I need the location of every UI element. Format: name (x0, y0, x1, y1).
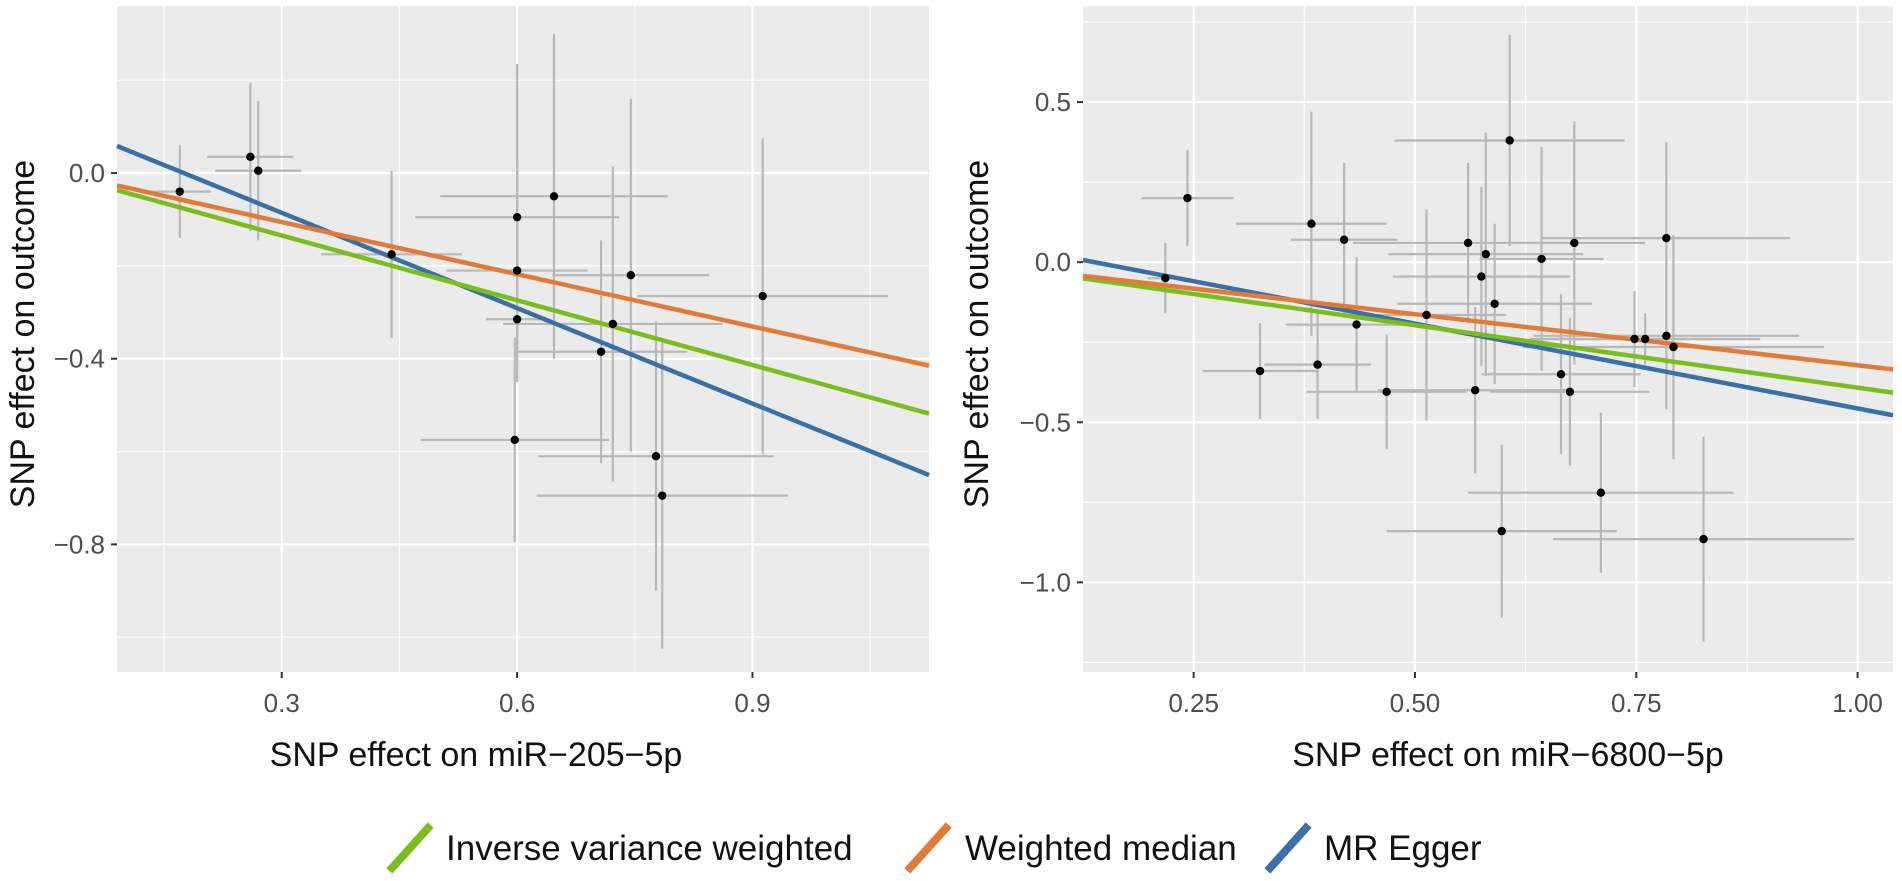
y-axis-title: SNP effect on outcome (958, 160, 996, 508)
data-point (651, 451, 661, 461)
legend-label-mr-egger: MR Egger (1324, 829, 1482, 868)
x-tick-label: 0.9 (734, 688, 770, 718)
legend-item-ivw: Inverse variance weighted (386, 822, 853, 874)
y-tick-label: 0.0 (69, 158, 105, 188)
data-point (549, 192, 559, 201)
x-tick-label: 1.00 (1832, 688, 1883, 718)
data-point (1662, 331, 1671, 340)
data-point (1352, 320, 1361, 329)
data-point (1669, 342, 1678, 352)
y-tick-label: −1.0 (1020, 567, 1071, 597)
x-axis-title: SNP effect on miR−6800−5p (1292, 736, 1724, 774)
data-point (1307, 219, 1316, 228)
data-point (1505, 136, 1514, 145)
x-tick-label: 0.75 (1611, 688, 1662, 718)
legend-item-weighted-median: Weighted median (904, 822, 1237, 874)
legend-key-mr-egger (1264, 822, 1312, 874)
data-point (1183, 193, 1192, 203)
x-tick-label: 0.50 (1390, 688, 1441, 718)
data-point (1497, 526, 1506, 536)
data-point (626, 270, 636, 280)
x-tick-label: 0.6 (499, 688, 535, 718)
data-point (1422, 310, 1431, 320)
data-point (1640, 334, 1650, 344)
panel-mir-205-5p: SNP effect on miR−205−5p SNP effect on o… (4, 6, 930, 774)
x-tick-label: 0.3 (264, 688, 300, 718)
data-point (510, 435, 519, 445)
x-axis-title: SNP effect on miR−205−5p (270, 736, 683, 774)
data-point (254, 166, 263, 175)
y-tick-label: 0.5 (1035, 87, 1071, 117)
y-axis-title: SNP effect on outcome (4, 160, 42, 508)
data-point (512, 315, 522, 324)
data-point (758, 291, 767, 301)
regression-line-weighted-median (1082, 273, 1894, 372)
data-point (175, 187, 184, 196)
data-point (1470, 386, 1480, 395)
panel-mir-6800-5p: SNP effect on miR−6800−5p SNP effect on … (958, 6, 1894, 774)
data-point (1699, 534, 1708, 544)
data-point (512, 266, 522, 275)
y-tick-label: −0.4 (54, 344, 105, 374)
data-point (512, 212, 522, 222)
plot-background (117, 6, 929, 672)
data-point (1662, 233, 1671, 243)
data-point (1339, 235, 1349, 244)
data-point (1477, 272, 1486, 281)
legend-item-mr-egger: MR Egger (1264, 822, 1482, 874)
legend-label-weighted-median: Weighted median (965, 829, 1237, 868)
data-point (387, 250, 396, 259)
data-point (1481, 249, 1490, 259)
data-point (1556, 370, 1566, 379)
regression-line-ivw (1082, 276, 1894, 395)
regression-line-ivw (116, 188, 930, 416)
data-point (1537, 254, 1546, 264)
legend-key-ivw (386, 822, 434, 874)
legend-label-ivw: Inverse variance weighted (446, 829, 853, 868)
data-point (1570, 238, 1579, 248)
data-point (1255, 366, 1265, 376)
data-point (1630, 334, 1639, 344)
data-point (246, 152, 255, 162)
legend-key-weighted-median (904, 822, 952, 874)
data-point (1596, 488, 1606, 497)
y-tick-label: −0.8 (54, 529, 105, 559)
x-tick-label: 0.25 (1168, 688, 1219, 718)
data-point (1161, 273, 1170, 283)
legend: Inverse variance weighted Weighted media… (386, 822, 1482, 874)
data-point (1565, 387, 1575, 397)
data-point (596, 347, 606, 356)
data-point (1490, 299, 1499, 308)
y-tick-label: 0.0 (1035, 247, 1071, 277)
data-point (608, 319, 618, 329)
data-point (658, 491, 667, 500)
regression-line-mr-egger (116, 143, 930, 478)
data-point (1382, 387, 1391, 397)
y-tick-label: −0.5 (1020, 407, 1071, 437)
data-point (1313, 360, 1322, 369)
regression-line-weighted-median (116, 183, 930, 368)
data-point (1463, 238, 1473, 248)
